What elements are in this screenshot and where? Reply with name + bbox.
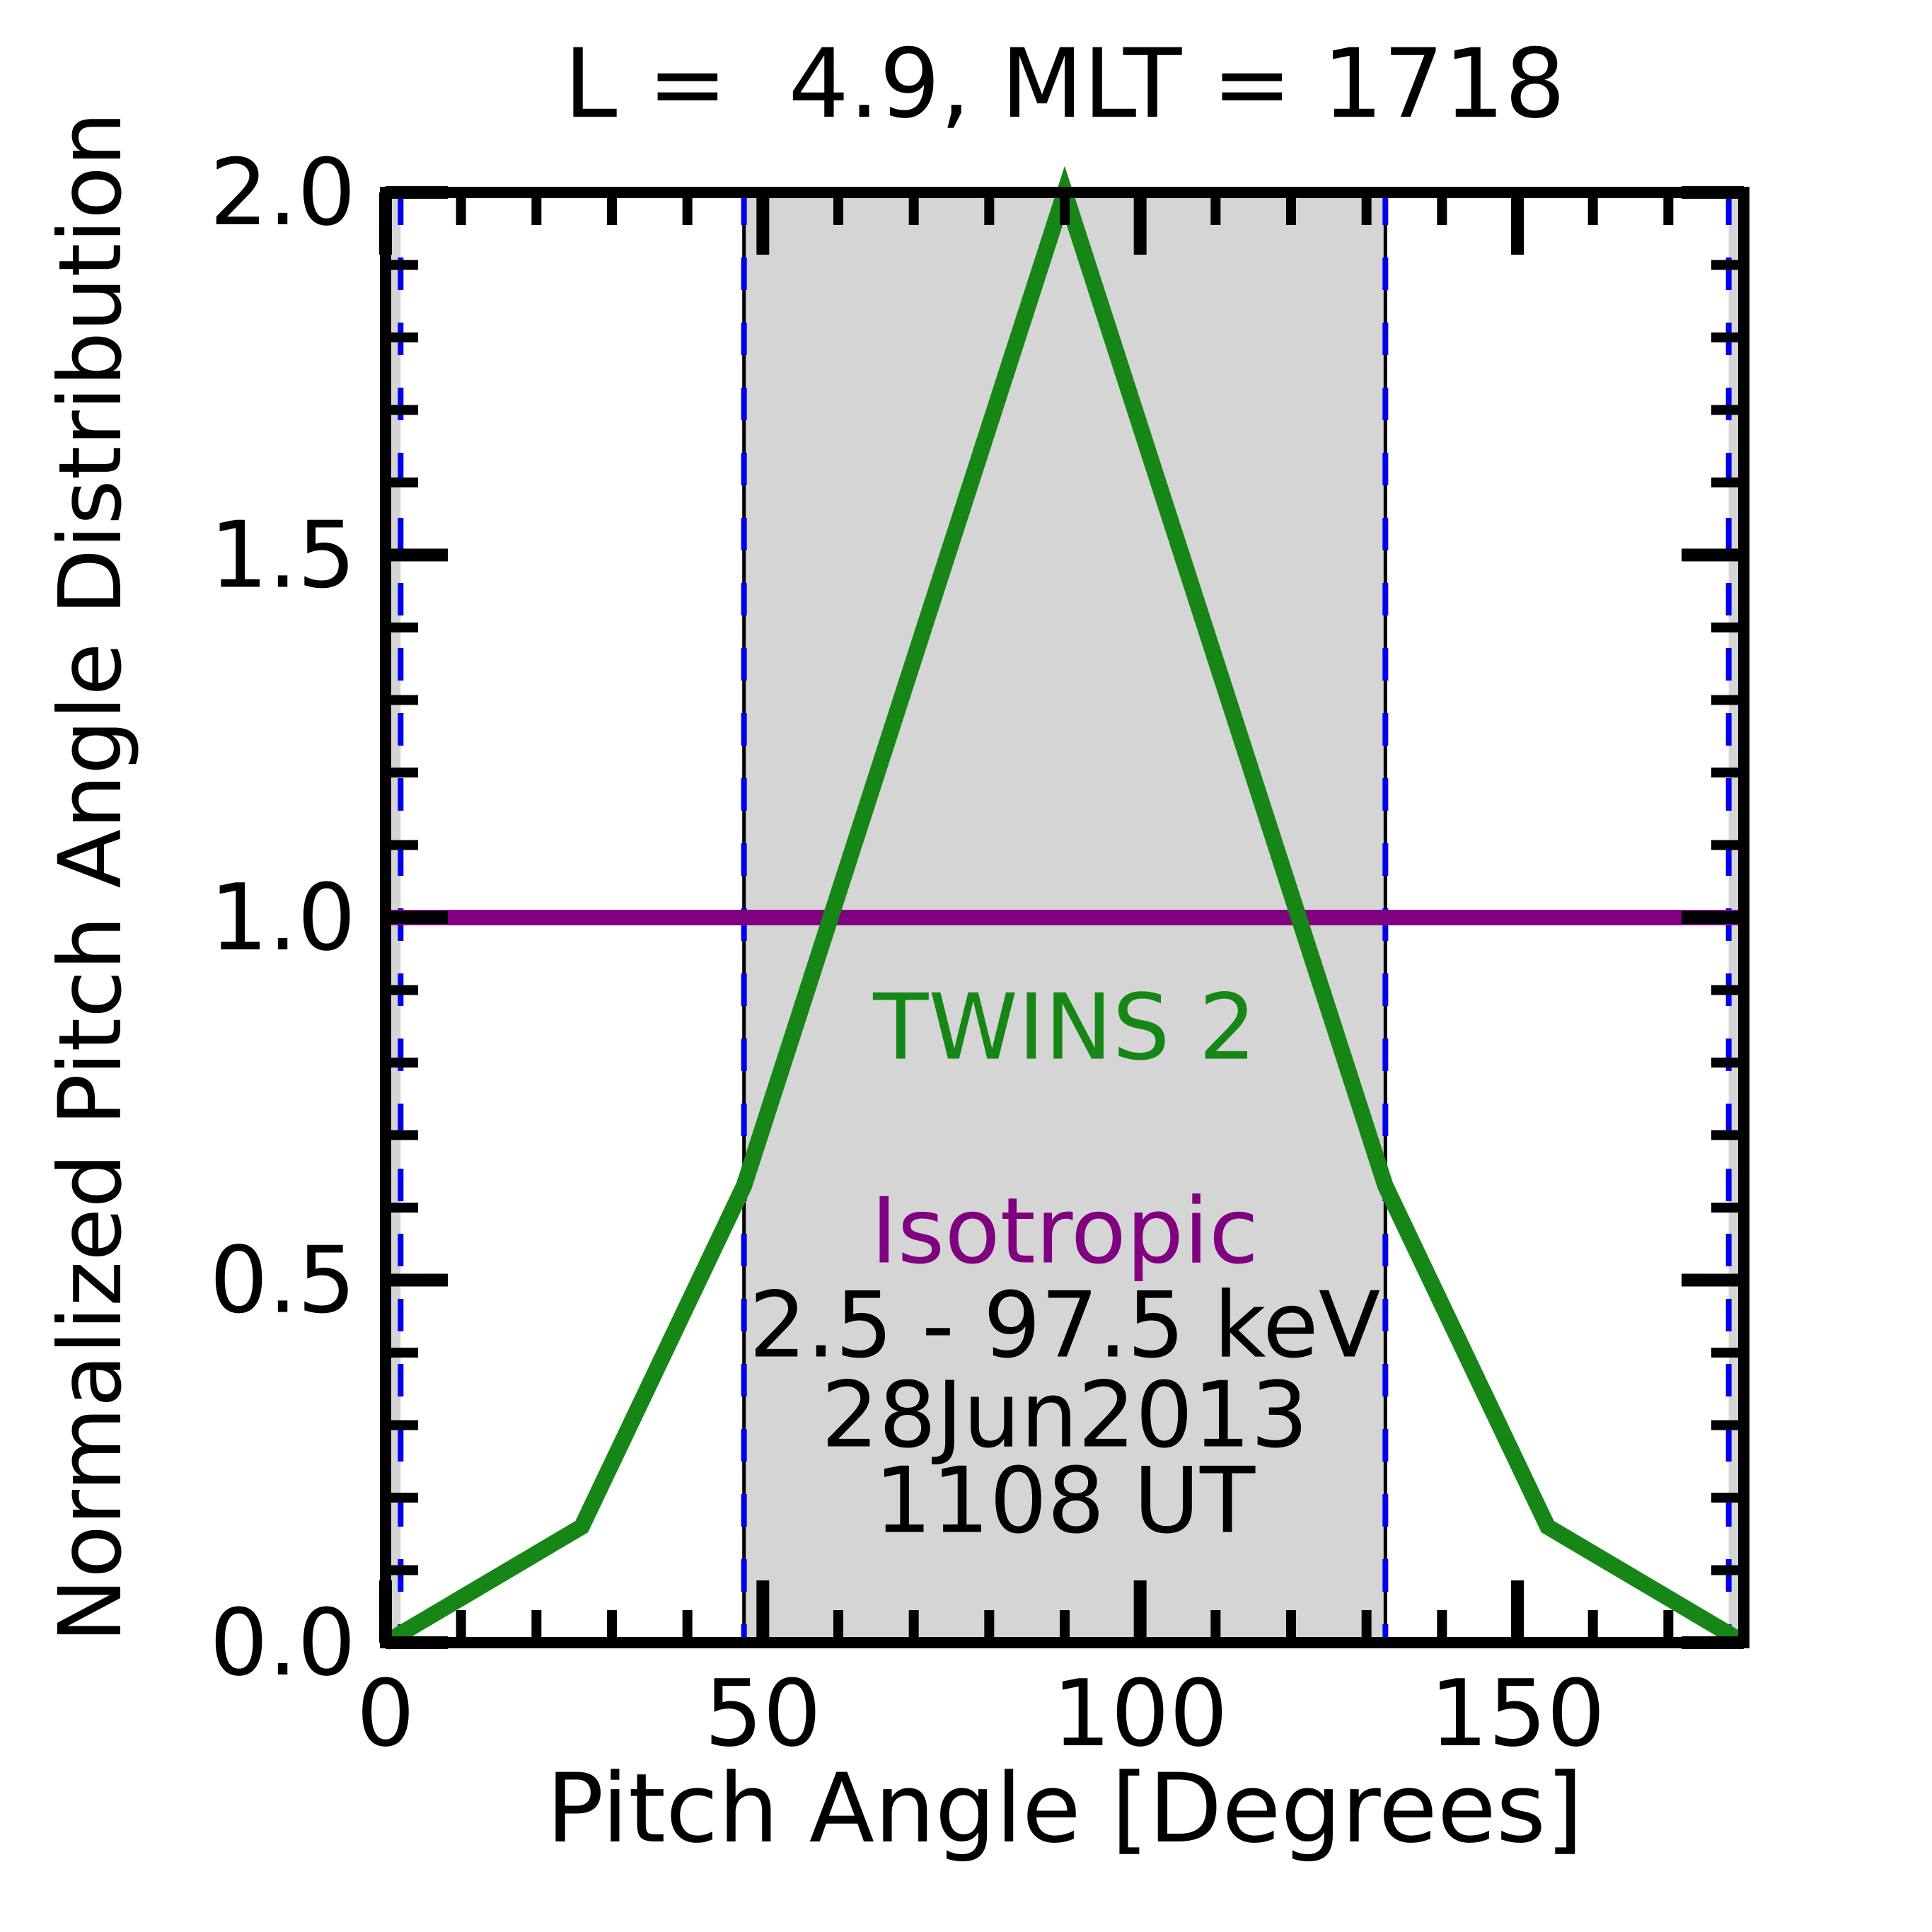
annotation-time: 1108 UT xyxy=(874,1449,1256,1554)
y-tick-label: 2.0 xyxy=(209,139,356,246)
y-tick-label: 1.5 xyxy=(209,502,356,609)
y-tick-label: 0.5 xyxy=(209,1227,356,1334)
x-axis-title: Pitch Angle [Degrees] xyxy=(546,1753,1583,1864)
series-label-twins2: TWINS 2 xyxy=(872,975,1256,1080)
x-tick-label: 150 xyxy=(1430,1660,1605,1767)
chart-title: L = 4.9, MLT = 1718 xyxy=(564,28,1566,139)
annotation-energy-range: 2.5 - 97.5 keV xyxy=(749,1273,1381,1379)
y-tick-label: 1.0 xyxy=(209,864,356,971)
y-tick-label: 0.0 xyxy=(209,1589,356,1696)
series-label-isotropic: Isotropic xyxy=(871,1179,1259,1284)
annotation-date: 28Jun2013 xyxy=(821,1363,1309,1469)
x-tick-label: 50 xyxy=(705,1660,821,1767)
x-tick-label: 0 xyxy=(357,1660,415,1767)
x-tick-label: 100 xyxy=(1053,1660,1228,1767)
